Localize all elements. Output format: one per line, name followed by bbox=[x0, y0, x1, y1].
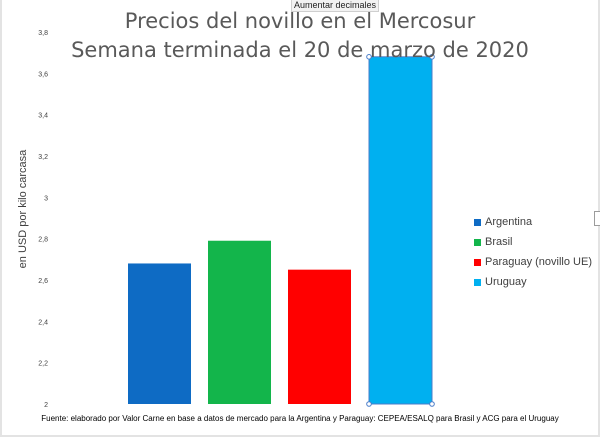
legend[interactable]: Argentina Brasil Paraguay (novillo UE) U… bbox=[474, 212, 592, 292]
bar-brasil[interactable] bbox=[208, 240, 271, 404]
chart-title[interactable]: Precios del novillo en el Mercosur bbox=[124, 9, 476, 33]
legend-swatch-brasil bbox=[474, 238, 481, 246]
y-tick-label: 3,2 bbox=[38, 154, 48, 161]
legend-label-brasil: Brasil bbox=[485, 236, 513, 248]
y-tick-label: 2,8 bbox=[38, 237, 48, 244]
chart-subtitle[interactable]: Semana terminada el 20 de marzo de 2020 bbox=[71, 38, 529, 62]
bar-paraguay[interactable] bbox=[288, 269, 351, 404]
y-tick-label: 2,2 bbox=[38, 361, 48, 368]
tooltip: Aumentar decimales bbox=[291, 0, 379, 12]
legend-label-uruguay: Uruguay bbox=[485, 276, 527, 288]
resize-handle[interactable] bbox=[594, 211, 600, 226]
selection-handle bbox=[366, 54, 372, 60]
selection-handle bbox=[429, 54, 435, 60]
selection-outline bbox=[368, 56, 433, 405]
source-note: Fuente: elaborado por Valor Carne en bas… bbox=[41, 414, 559, 423]
legend-label-argentina: Argentina bbox=[485, 216, 533, 228]
y-tick-label: 3,4 bbox=[38, 113, 48, 120]
legend-item-brasil[interactable]: Brasil bbox=[474, 232, 592, 252]
legend-swatch-paraguay bbox=[474, 258, 481, 266]
legend-swatch-uruguay bbox=[474, 278, 481, 286]
y-tick-label: 2,4 bbox=[38, 319, 48, 326]
legend-swatch-argentina bbox=[474, 218, 481, 226]
y-axis-label[interactable]: en USD por kilo carcasa bbox=[17, 149, 29, 269]
legend-label-paraguay: Paraguay (novillo UE) bbox=[485, 256, 592, 268]
selection-handle bbox=[366, 401, 372, 407]
selection-handle bbox=[429, 401, 435, 407]
y-tick-label: 2 bbox=[44, 402, 48, 409]
y-tick-label: 3,6 bbox=[38, 71, 48, 78]
bar-uruguay[interactable] bbox=[369, 56, 432, 405]
y-tick-label: 2,6 bbox=[38, 278, 48, 285]
y-tick-label: 3,8 bbox=[38, 30, 48, 37]
legend-item-uruguay[interactable]: Uruguay bbox=[474, 272, 592, 292]
y-tick-label: 3 bbox=[44, 195, 48, 202]
legend-item-argentina[interactable]: Argentina bbox=[474, 212, 592, 232]
legend-item-paraguay[interactable]: Paraguay (novillo UE) bbox=[474, 252, 592, 272]
bar-argentina[interactable] bbox=[128, 263, 191, 404]
